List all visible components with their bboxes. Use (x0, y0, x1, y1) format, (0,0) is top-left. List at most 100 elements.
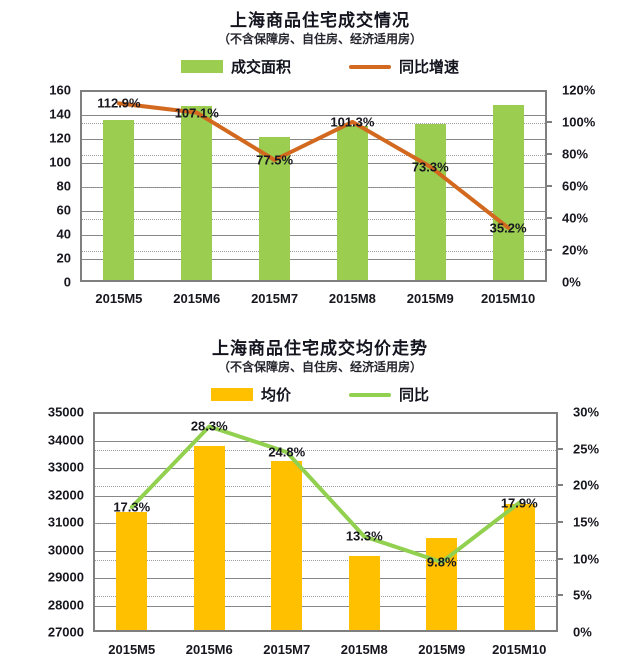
y-axis-label-right: 60% (562, 178, 589, 194)
gridline (95, 578, 556, 579)
data-label: 24.8% (268, 444, 306, 460)
axis-tick (547, 153, 552, 155)
y-axis-label: 80 (56, 178, 71, 194)
plot-area: 17.3% 28.3% 24.8% 13.3% 9.8% 17.9% (93, 412, 558, 632)
legend-item-成交面积: 成交面积 (180, 56, 291, 77)
y-axis-label-right: 15% (573, 514, 600, 530)
bar-2015M6 (193, 445, 225, 630)
data-label: 101.3% (330, 114, 375, 130)
plot-area: 112.9% 107.1% 77.5% 101.3% 73.3% 35.2% (80, 90, 547, 282)
data-label: 17.9% (500, 495, 538, 511)
y-axis-label: 20 (56, 250, 71, 266)
y-axis-label: 31000 (47, 514, 84, 530)
legend-label: 成交面积 (230, 59, 291, 76)
y-axis-label: 30000 (47, 542, 84, 557)
y-axis-label-right: 0% (562, 274, 581, 290)
data-label: 112.9% (97, 95, 141, 111)
legend-label: 均价 (260, 387, 291, 404)
x-axis-label: 2015M8 (328, 291, 376, 306)
transaction-volume-chart: 上海商品住宅成交情况 （不含保障房、自住房、经济适用房） 成交面积 同比增速 0 2… (0, 0, 640, 330)
axis-tick (547, 249, 552, 251)
axis-tick (558, 447, 563, 450)
x-axis-label: 2015M6 (173, 291, 221, 306)
y-axis-label-right: 20% (573, 477, 600, 493)
bar-2015M8 (336, 126, 368, 280)
y-axis-label: 33000 (47, 459, 84, 475)
gridline (95, 550, 556, 552)
x-axis-label: 2015M10 (480, 291, 536, 306)
y-axis-label: 29000 (47, 569, 84, 585)
data-label: 13.3% (345, 528, 383, 544)
bar-2015M10 (492, 104, 524, 280)
y-axis-label: 40 (56, 226, 71, 242)
data-label: 17.3% (113, 499, 151, 515)
y-axis-label: 120 (49, 130, 71, 146)
legend-bar-swatch-icon (180, 60, 223, 73)
gridline-dotted (82, 219, 545, 220)
gridline (82, 115, 545, 116)
gridline (82, 235, 545, 236)
x-axis-label: 2015M6 (185, 642, 233, 657)
gridline (95, 468, 556, 469)
chart-subtitle: （不含保障房、自住房、经济适用房） (217, 32, 422, 46)
bar-2015M9 (414, 124, 446, 280)
y-axis-label: 27000 (47, 624, 84, 640)
gridline-dotted (95, 559, 556, 561)
bar-2015M7 (271, 460, 303, 630)
legend-line-swatch-icon (349, 392, 391, 397)
x-axis-label: 2015M8 (340, 642, 388, 657)
x-axis-label: 2015M5 (95, 291, 143, 306)
axis-tick (558, 484, 563, 487)
legend-label: 同比增速 (399, 59, 460, 76)
y-axis-label-right: 80% (562, 146, 589, 162)
bar-2015M6 (181, 106, 213, 280)
chart-legend: 均价 同比 (0, 384, 640, 405)
y-axis-label: 0 (63, 274, 71, 290)
gridline (95, 605, 556, 607)
bar-2015M10 (503, 503, 535, 630)
bar-2015M5 (116, 511, 148, 630)
x-axis-label: 2015M5 (108, 642, 156, 657)
y-axis-label-right: 5% (573, 587, 592, 603)
gridline-dotted (82, 251, 545, 252)
y-axis-label: 35000 (47, 404, 84, 420)
trend-line (116, 101, 511, 230)
y-axis-label: 60 (56, 202, 71, 218)
y-axis-label-right: 10% (573, 551, 600, 567)
gridline-dotted (95, 596, 556, 598)
y-axis-label-right: 30% (573, 404, 600, 420)
y-axis-label: 32000 (47, 487, 84, 502)
y-axis-label-right: 120% (562, 82, 596, 98)
gridline-dotted (95, 486, 556, 488)
data-label: 73.3% (411, 159, 449, 175)
y-axis-label-right: 20% (562, 242, 589, 258)
legend-line-swatch-icon (349, 64, 391, 69)
y-axis-label-right: 40% (562, 210, 589, 226)
trend-line (129, 424, 522, 565)
data-label: 77.5% (256, 152, 294, 168)
chart-subtitle: （不含保障房、自住房、经济适用房） (217, 360, 422, 374)
x-axis-label: 2015M9 (418, 642, 466, 657)
gridline-dotted (82, 123, 545, 124)
y-axis-label: 34000 (47, 432, 84, 447)
legend-bar-swatch-icon (210, 388, 253, 401)
gridline-dotted (95, 449, 556, 451)
legend-item-同比增速: 同比增速 (349, 56, 459, 77)
data-label: 9.8% (426, 554, 457, 570)
axis-tick (558, 557, 563, 560)
chart-title: 上海商品住宅成交情况 (230, 11, 410, 30)
x-axis-label: 2015M7 (263, 642, 311, 657)
legend-item-同比: 同比 (349, 384, 429, 405)
data-label: 107.1% (174, 105, 219, 121)
gridline (82, 259, 545, 260)
y-axis-label-right: 25% (573, 441, 600, 457)
data-label: 35.2% (489, 220, 527, 236)
bar-2015M5 (103, 120, 135, 280)
chart-legend: 成交面积 同比增速 (0, 56, 640, 77)
axis-tick (558, 521, 563, 523)
x-axis-label: 2015M10 (492, 642, 547, 657)
axis-tick (547, 217, 552, 219)
legend-item-均价: 均价 (210, 384, 291, 405)
chart-title: 上海商品住宅成交均价走势 (212, 339, 428, 358)
